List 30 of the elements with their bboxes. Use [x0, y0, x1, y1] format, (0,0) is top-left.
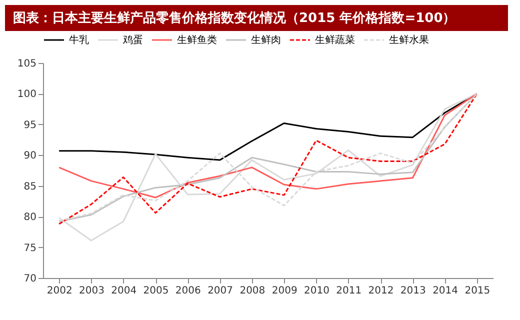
x-tick-label: 2005 — [143, 286, 169, 296]
chart-title: 图表：日本主要生鲜产品零售价格指数变化情况（2015 年价格指数=100） — [13, 10, 456, 26]
x-tick-label: 2003 — [78, 286, 104, 296]
y-tick-label: 80 — [24, 212, 36, 224]
y-tick-label: 70 — [24, 274, 36, 284]
x-tick-label: 2008 — [240, 286, 266, 296]
legend-label: 生鲜水果 — [389, 34, 429, 46]
x-tick-label: 2006 — [175, 286, 201, 296]
y-tick-label: 105 — [17, 58, 36, 70]
legend-label: 生鲜鱼类 — [177, 34, 217, 46]
x-tick-label: 2014 — [432, 286, 458, 296]
x-tick-label: 2011 — [336, 286, 362, 296]
x-tick-label: 2010 — [304, 286, 330, 296]
y-tick-label: 95 — [24, 120, 36, 131]
x-tick-label: 2013 — [400, 286, 426, 296]
x-tick-label: 2012 — [368, 286, 394, 296]
y-tick-label: 90 — [24, 150, 36, 162]
line-series — [58, 92, 478, 198]
legend-label: 生鲜肉 — [251, 34, 281, 46]
y-tick-label: 85 — [24, 181, 36, 192]
y-tick-label: 75 — [24, 242, 36, 254]
x-tick-label: 2015 — [464, 286, 490, 296]
x-tick-label: 2004 — [111, 286, 137, 296]
legend-label: 生鲜蔬菜 — [315, 34, 355, 46]
legend-label: 鸡蛋 — [122, 34, 143, 46]
x-tick-label: 2002 — [46, 286, 72, 296]
y-tick-label: 100 — [17, 89, 36, 100]
x-tick-label: 2007 — [208, 286, 234, 296]
legend-label: 牛乳 — [69, 34, 89, 46]
x-tick-label: 2009 — [272, 286, 298, 296]
